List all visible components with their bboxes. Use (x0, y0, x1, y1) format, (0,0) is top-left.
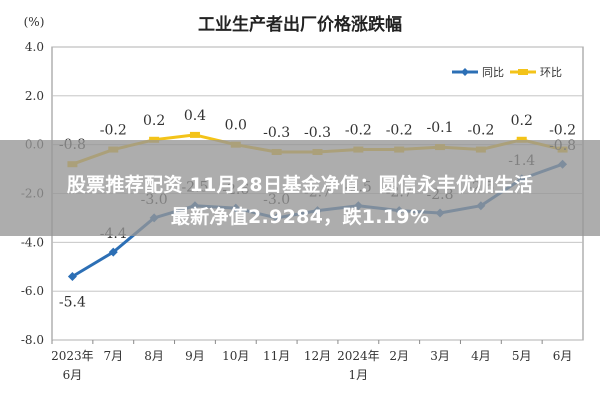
x-tick-label: 7月 (103, 349, 123, 363)
x-tick-label: 2月 (389, 349, 409, 363)
legend-label: 环比 (540, 66, 562, 79)
y-tick-label: 4.0 (25, 40, 44, 54)
data-label: -0.2 (345, 123, 372, 139)
y-tick-label: -4.0 (21, 235, 44, 249)
x-axis-ticks: 2023年 6月 7月 8月 9月 10月 11月 12月 2024年 1月 2月 3月 4月 5月 6月 (51, 340, 572, 382)
x-tick-label: 4月 (471, 349, 491, 363)
x-tick-label: 10月 (222, 349, 249, 363)
x-tick-label: 3月 (430, 349, 450, 363)
data-point (189, 131, 200, 138)
y-axis-unit-label: (%) (24, 15, 45, 29)
chart-legend: 同比 环比 (452, 66, 562, 79)
x-tick-label: 1月 (349, 368, 369, 382)
legend-marker (518, 69, 528, 75)
data-label: 0.0 (225, 118, 247, 134)
data-label: 0.2 (143, 113, 165, 129)
x-tick-label: 5月 (512, 349, 532, 363)
x-tick-label: 11月 (263, 349, 290, 363)
x-tick-label: 12月 (304, 349, 331, 363)
data-label: -0.3 (263, 125, 290, 141)
x-tick-label: 2023年 (51, 349, 94, 363)
x-tick-label: 8月 (144, 349, 164, 363)
data-label: 0.4 (184, 108, 206, 124)
data-label: -0.3 (304, 125, 331, 141)
data-point (67, 272, 77, 282)
data-label: -0.2 (549, 123, 576, 139)
legend-label: 同比 (482, 66, 504, 79)
data-label: -0.2 (467, 123, 494, 139)
data-point (149, 136, 160, 143)
y-tick-label: 2.0 (25, 89, 44, 103)
legend-marker (461, 68, 469, 76)
x-tick-label: 6月 (553, 349, 573, 363)
data-label: -0.2 (386, 123, 413, 139)
data-label: -0.1 (427, 120, 454, 136)
headline-line-2: 最新净值2.9284，跌1.19% (170, 206, 430, 228)
data-label: -0.2 (100, 123, 127, 139)
data-label: -5.4 (59, 295, 86, 311)
x-tick-label: 2024年 (337, 349, 380, 363)
y-tick-label: -8.0 (21, 333, 44, 347)
headline-banner: 股票推荐配资 11月28日基金净值：圆信永丰优加生活 最新净值2.9284，跌1… (0, 140, 600, 236)
data-point (516, 136, 527, 143)
data-point (108, 247, 118, 257)
headline-line-1: 股票推荐配资 11月28日基金净值：圆信永丰优加生活 (66, 174, 534, 196)
x-tick-label: 9月 (185, 349, 205, 363)
y-tick-label: -6.0 (21, 284, 44, 298)
chart-title: 工业生产者出厂价格涨跌幅 (198, 14, 402, 35)
x-tick-label: 6月 (63, 368, 83, 382)
data-label: 0.2 (511, 113, 533, 129)
